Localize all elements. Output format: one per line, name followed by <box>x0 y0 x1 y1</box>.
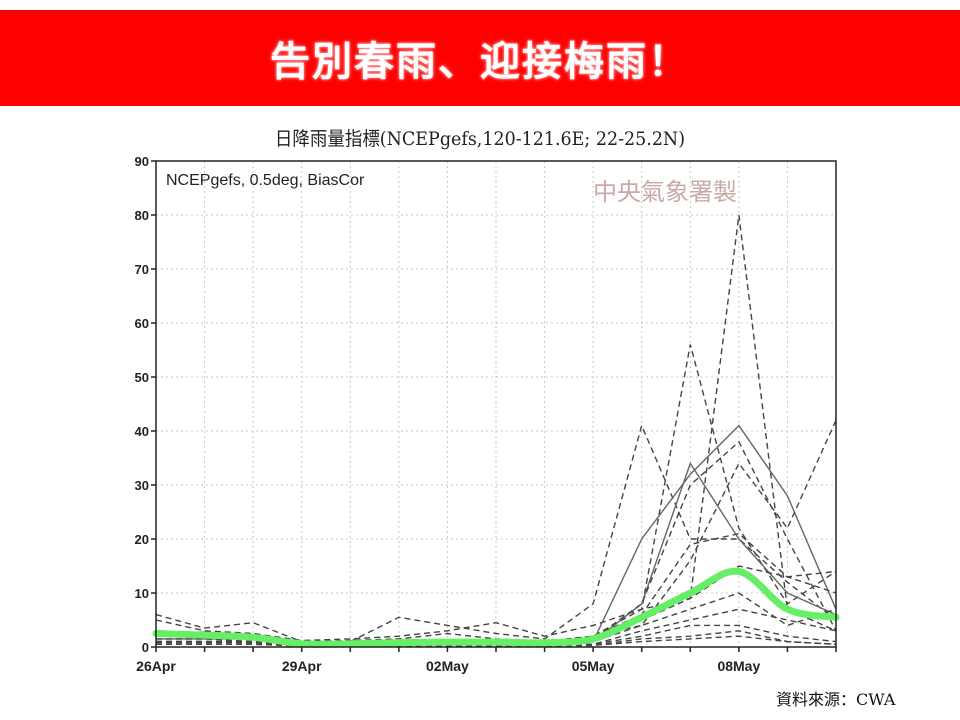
x-tick-label: 26Apr <box>136 658 176 674</box>
y-tick-label: 30 <box>135 478 149 493</box>
chart-title: 日降雨量指標(NCEPgefs,120-121.6E; 22-25.2N) <box>274 128 686 150</box>
y-tick-label: 50 <box>135 370 149 385</box>
title-banner: 告別春雨、迎接梅雨！ <box>0 10 960 106</box>
y-tick-label: 0 <box>142 640 149 655</box>
x-tick-label: 29Apr <box>282 658 322 674</box>
member-line-m01 <box>155 423 837 643</box>
mean-line <box>152 567 840 648</box>
y-tick-label: 70 <box>135 262 149 277</box>
model-label: NCEPgefs, 0.5deg, BiasCor <box>166 172 365 189</box>
axes: 0 10 20 30 40 50 60 70 80 90 26Apr 29Apr 02May 05May 0… <box>135 154 837 674</box>
y-tick-label: 10 <box>135 586 149 601</box>
y-tick-label: 20 <box>135 532 149 547</box>
y-tick-label: 60 <box>135 316 149 331</box>
y-tick-label: 40 <box>135 424 149 439</box>
x-tick-label: 02May <box>426 658 469 674</box>
ensemble-mean-line <box>152 567 840 648</box>
y-tick-label: 80 <box>135 208 149 223</box>
x-tick-label: 05May <box>572 658 615 674</box>
x-tick-label: 08May <box>717 658 760 674</box>
watermark: 中央氣象署製 <box>593 178 737 206</box>
member-line-m14 <box>156 635 837 647</box>
data-source: 資料來源：CWA <box>776 690 896 709</box>
y-tick-label: 90 <box>135 154 149 169</box>
banner-title: 告別春雨、迎接梅雨！ <box>270 39 690 85</box>
